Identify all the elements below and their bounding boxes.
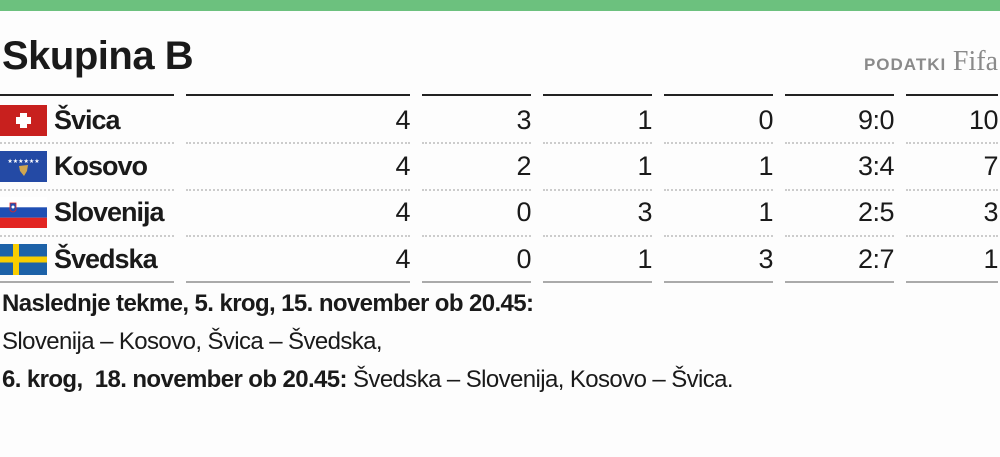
row-divider (422, 235, 531, 237)
stat-cell: 4 (395, 244, 410, 274)
row-divider (664, 142, 773, 144)
stat-cell: 0 (758, 105, 773, 135)
row-divider (186, 189, 410, 191)
source-value: Fifa (952, 46, 998, 77)
next-matches-round5: Slovenija – Kosovo, Švica – Švedska, (2, 328, 383, 355)
stat-cell: 1 (983, 244, 998, 274)
slovenia-flag-icon (0, 197, 47, 228)
stat-cell: 3 (758, 244, 773, 274)
stat-cell: 0 (516, 244, 531, 274)
stat-cell: 3:4 (857, 151, 895, 181)
row-divider (422, 142, 531, 144)
row-divider (422, 189, 531, 191)
team-name: Švedska (54, 244, 158, 274)
table-bottom-rule (906, 281, 998, 283)
table-row: ★★★★★★ Kosovo 4 2 1 1 3:4 7 (0, 145, 1000, 191)
stat-cell: 1 (637, 244, 652, 274)
row-divider (906, 235, 998, 237)
stat-cell: 0 (516, 197, 531, 227)
kosovo-flag-icon: ★★★★★★ (0, 151, 47, 182)
table-row: Švedska 4 0 1 3 2:7 1 (0, 238, 1000, 284)
team-name: Kosovo (54, 151, 148, 181)
svg-text:★★★★★★: ★★★★★★ (7, 158, 39, 165)
next-matches-heading: Naslednje tekme, 5. krog, 15. november o… (2, 290, 534, 317)
row-divider (0, 142, 174, 144)
row-divider (906, 189, 998, 191)
table-bottom-rule (664, 281, 773, 283)
row-divider (543, 189, 652, 191)
column-header-rule (0, 94, 174, 96)
table-row: Švica 4 3 1 0 9:0 10 (0, 99, 1000, 145)
table-bottom-rule (543, 281, 652, 283)
row-divider (0, 235, 174, 237)
round6-date: 6. krog, 18. november ob 20.45: (2, 366, 348, 393)
row-divider (785, 235, 894, 237)
column-header-rule (543, 94, 652, 96)
row-divider (0, 189, 174, 191)
table-bottom-rule (186, 281, 410, 283)
stat-cell: 3 (516, 105, 531, 135)
column-header-rule (422, 94, 531, 96)
team-name: Slovenija (54, 197, 165, 227)
stat-cell: 3 (983, 197, 998, 227)
row-divider (664, 235, 773, 237)
row-divider (785, 189, 894, 191)
stat-cell: 1 (758, 197, 773, 227)
stat-cell: 4 (395, 151, 410, 181)
column-header-rule (664, 94, 773, 96)
stat-cell: 2:7 (857, 244, 895, 274)
stat-cell: 1 (637, 105, 652, 135)
stat-cell: 2:5 (857, 197, 895, 227)
row-divider (186, 235, 410, 237)
column-header-rule (906, 94, 998, 96)
table-row: Slovenija 4 0 3 1 2:5 3 (0, 191, 1000, 237)
row-divider (906, 142, 998, 144)
source-label: PODATKI (863, 55, 947, 74)
stat-cell: 4 (395, 197, 410, 227)
page-title: Skupina B (2, 34, 194, 78)
stat-cell: 1 (637, 151, 652, 181)
column-header-rule (785, 94, 894, 96)
stat-cell: 3 (637, 197, 652, 227)
accent-bar (0, 0, 1000, 11)
table-bottom-rule (0, 281, 174, 283)
row-divider (543, 142, 652, 144)
switzerland-flag-icon (0, 105, 47, 136)
stat-cell: 7 (983, 151, 998, 181)
stat-cell: 10 (968, 105, 999, 135)
row-divider (785, 142, 894, 144)
column-header-rule (186, 94, 410, 96)
stat-cell: 2 (516, 151, 531, 181)
source-credit: PODATKI Fifa (864, 46, 998, 78)
next-matches-round6: 6. krog, 18. november ob 20.45: Švedska … (2, 366, 734, 394)
row-divider (543, 235, 652, 237)
team-name: Švica (54, 105, 121, 135)
table-bottom-rule (422, 281, 531, 283)
round6-matches: Švedska – Slovenija, Kosovo – Švica. (346, 366, 734, 393)
table-bottom-rule (785, 281, 894, 283)
stat-cell: 9:0 (857, 105, 895, 135)
stat-cell: 1 (758, 151, 773, 181)
row-divider (186, 142, 410, 144)
sweden-flag-icon (0, 244, 47, 275)
stat-cell: 4 (395, 105, 410, 135)
row-divider (664, 189, 773, 191)
